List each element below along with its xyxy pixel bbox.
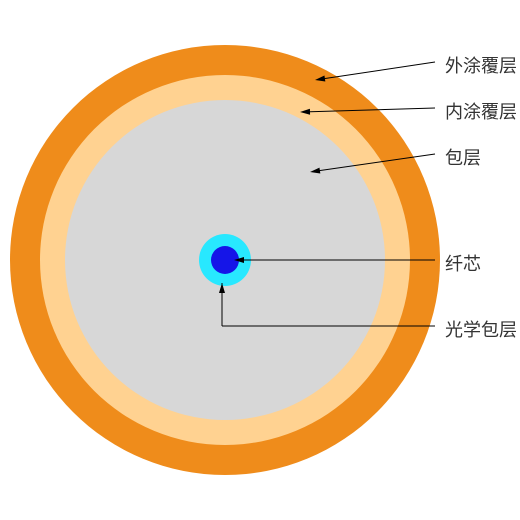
core-label: 纤芯 [445,250,481,276]
cladding-label: 包层 [445,144,481,170]
core-layer [211,246,239,274]
optical-clad-label: 光学包层 [445,316,517,342]
inner-coating-label: 内涂覆层 [445,98,517,124]
fiber-cross-section-diagram: 外涂覆层内涂覆层包层纤芯光学包层 [0,0,520,520]
outer-coating-label: 外涂覆层 [445,52,517,78]
